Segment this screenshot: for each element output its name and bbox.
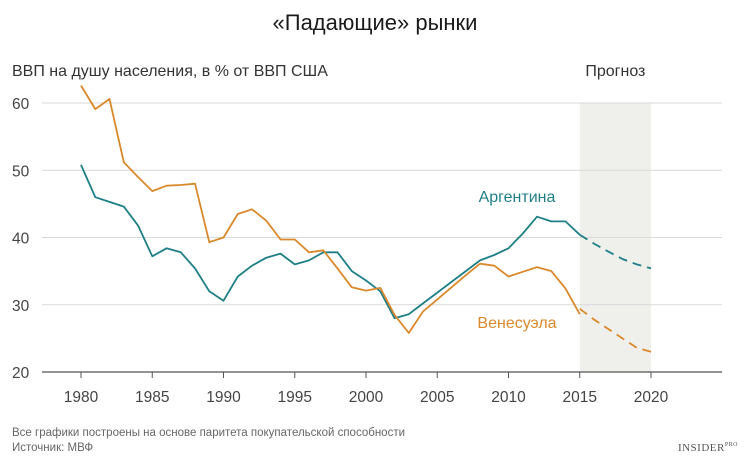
y-tick-label: 60 [12, 96, 30, 113]
x-tick-label: 2020 [634, 389, 669, 406]
y-tick-label: 20 [12, 365, 30, 382]
y-tick-label: 40 [12, 231, 30, 248]
series-label-1: Венесуэла [477, 315, 556, 332]
y-axis-label: ВВП на душу населения, в % от ВВП США [12, 63, 328, 80]
x-axis: 1980 1985 1990 1995 2000 2005 2010 2015 2020 [64, 372, 669, 406]
y-tick-label: 50 [12, 163, 30, 180]
forecast-label: Прогноз [585, 63, 645, 80]
series-label-0: Аргентина [479, 189, 556, 206]
series-line-0 [80, 164, 581, 320]
brand-superscript: PRO [725, 442, 738, 448]
x-tick-label: 2000 [349, 389, 384, 406]
grid-lines [42, 102, 722, 373]
series-labels: Аргентина Венесуэла [477, 189, 556, 332]
series-lines [80, 85, 652, 353]
x-tick-label: 1985 [135, 389, 169, 406]
series-line-1 [80, 85, 581, 334]
x-tick-label: 1980 [64, 389, 99, 406]
y-tick-labels: 20 30 40 50 60 [12, 96, 30, 382]
brand-logo: INSIDERPRO [678, 442, 738, 454]
series-forecast-line-0 [579, 234, 652, 270]
x-tick-label: 1990 [206, 389, 241, 406]
footnote-source: Источник: МВФ [12, 442, 93, 454]
x-tick-label: 2005 [420, 389, 454, 406]
x-tick-label: 1995 [278, 389, 312, 406]
x-tick-label: 2010 [491, 389, 526, 406]
footnote-methodology: Все графики построены на основе паритета… [12, 427, 405, 439]
x-tick-label: 2015 [563, 389, 597, 406]
y-tick-label: 30 [12, 298, 30, 315]
chart-title: «Падающие» рынки [273, 10, 478, 35]
brand-name: INSIDER [678, 442, 725, 454]
